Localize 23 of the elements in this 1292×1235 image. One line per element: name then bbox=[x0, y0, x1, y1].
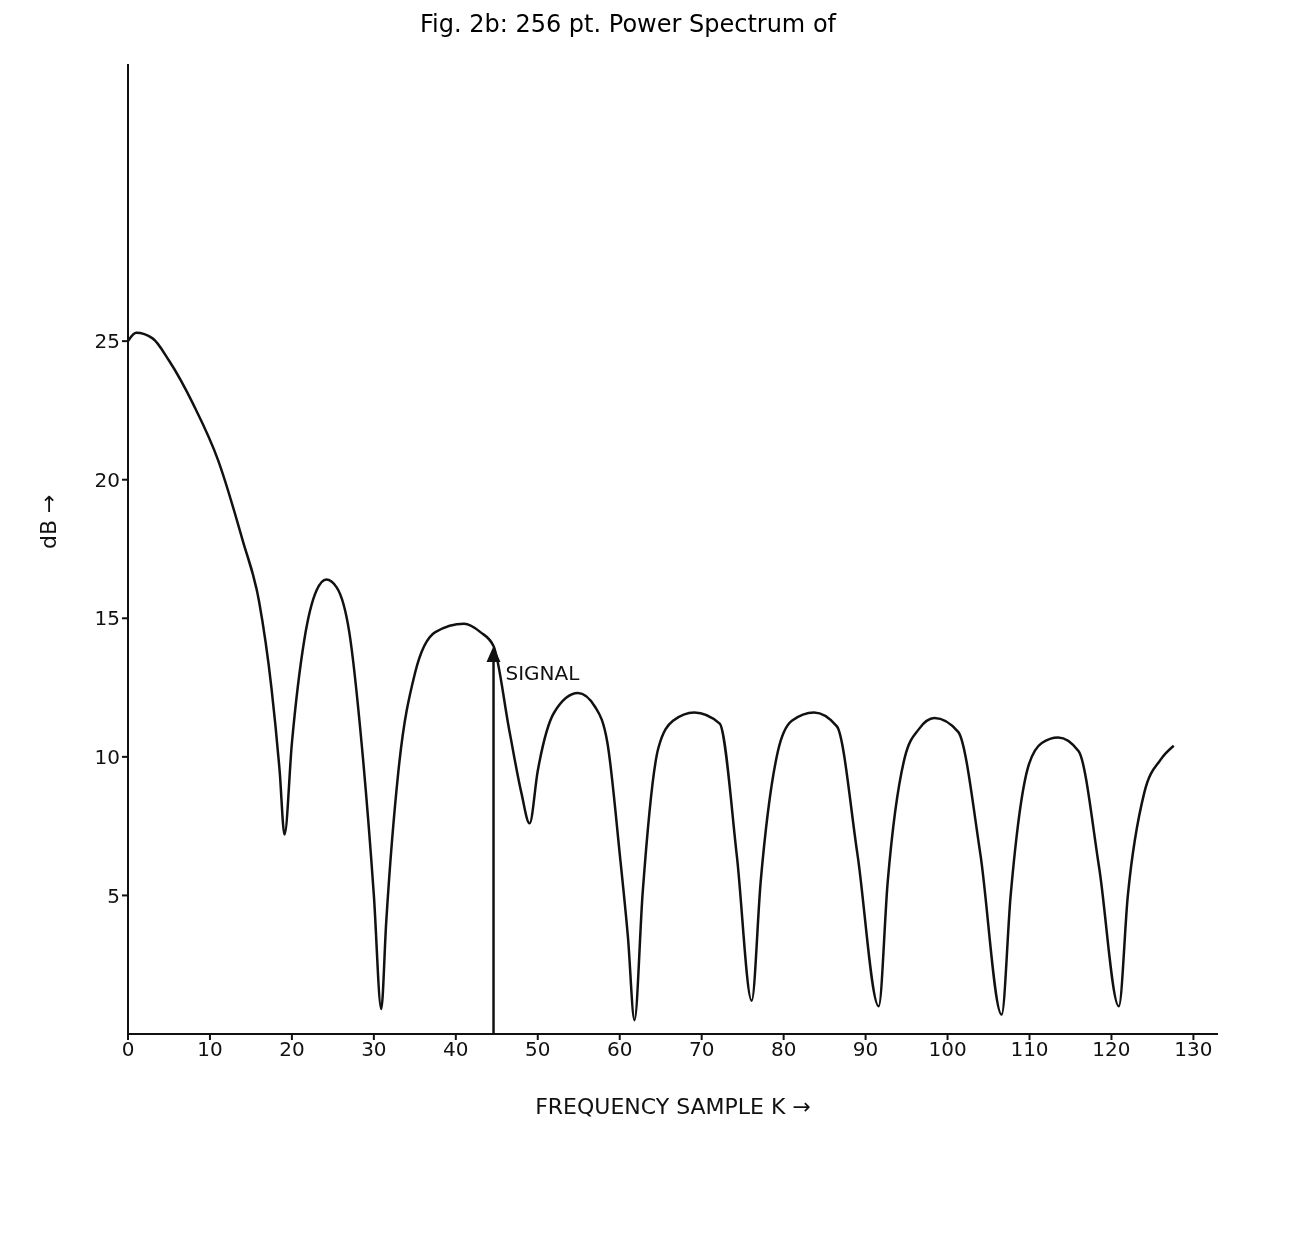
x-tick-label: 20 bbox=[279, 1037, 305, 1062]
y-tick-label: 20 bbox=[94, 467, 120, 492]
y-tick-label: 25 bbox=[94, 329, 120, 354]
x-tick-label: 60 bbox=[607, 1037, 633, 1062]
x-axis-title: FREQUENCY SAMPLE K → bbox=[535, 1094, 811, 1119]
x-tick-label: 50 bbox=[525, 1037, 551, 1062]
x-tick-label: 30 bbox=[361, 1037, 387, 1062]
y-axis-title: dB → bbox=[35, 494, 61, 549]
x-tick-label: 120 bbox=[1092, 1037, 1131, 1062]
x-tick-label: 110 bbox=[1010, 1037, 1049, 1062]
x-tick-label: 70 bbox=[688, 1037, 715, 1062]
x-tick-label: 100 bbox=[928, 1037, 967, 1062]
y-tick-label: 15 bbox=[94, 606, 120, 631]
x-tick-label: 80 bbox=[770, 1037, 797, 1062]
x-tick-label: 0 bbox=[121, 1037, 135, 1062]
x-tick-label: 40 bbox=[443, 1037, 469, 1062]
annotation: SIGNAL bbox=[505, 661, 581, 685]
x-tick-label: 90 bbox=[852, 1037, 879, 1062]
y-tick-label: 5 bbox=[107, 883, 120, 908]
chart-title: Fig. 2b: 256 pt. Power Spectrum of bbox=[419, 10, 838, 38]
x-tick-label: 10 bbox=[197, 1037, 223, 1062]
x-tick-label: 130 bbox=[1174, 1037, 1213, 1062]
y-tick-label: 10 bbox=[94, 744, 120, 769]
